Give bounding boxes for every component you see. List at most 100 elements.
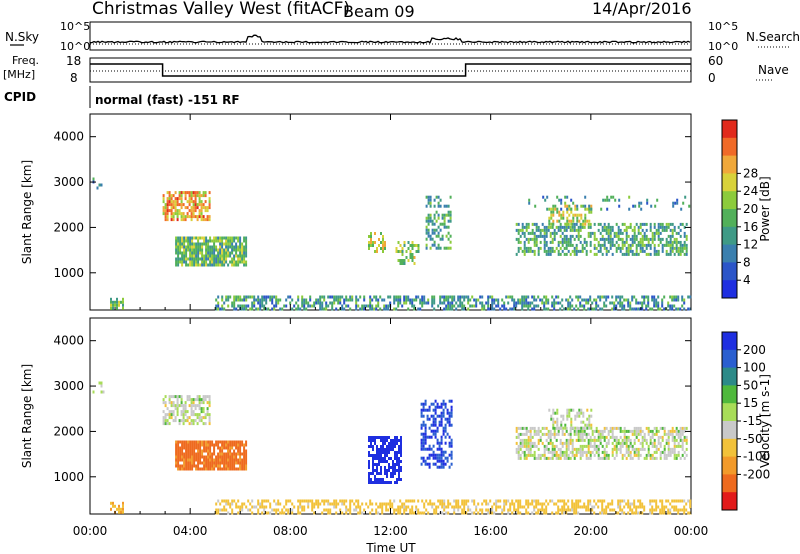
echo-cell [182,419,185,423]
echo-cell [681,304,684,308]
echo-cell [120,507,122,511]
echo-cell [593,435,596,439]
echo-cell [422,423,425,427]
echo-cell [319,304,322,308]
echo-cell [629,502,632,506]
echo-cell [677,441,680,445]
echo-cell [595,438,598,442]
echo-cell [368,454,370,457]
echo-cell [192,212,195,216]
echo-cell [378,436,380,439]
echo-cell [193,464,196,468]
echo-cell [191,458,194,462]
echo-cell [436,438,439,442]
echo-cell [679,228,682,232]
echo-cell [205,260,208,264]
echo-cell [229,239,232,243]
echo-cell [100,381,103,385]
echo-cell [525,438,528,442]
echo-cell [576,213,579,217]
echo-cell [433,511,436,515]
echo-cell [515,237,518,241]
echo-cell [521,304,524,308]
echo-cell [607,295,610,299]
echo-cell [570,207,573,211]
echo-cell [552,219,555,223]
echo-cell [398,478,400,481]
echo-cell [177,245,180,249]
echo-cell [618,204,621,208]
echo-cell [180,215,183,219]
echo-cell [439,502,442,506]
echo-cell [390,472,392,475]
echo-cell [110,501,112,505]
echo-cell [275,301,278,305]
echo-cell [685,252,688,256]
echo-cell [675,432,678,436]
echo-cell [425,246,428,250]
echo-cell [515,429,518,433]
echo-cell [671,222,674,226]
echo-cell [576,411,579,415]
xaxis-label: Time UT [365,541,416,554]
echo-cell [669,228,672,232]
echo-cell [673,237,676,241]
echo-cell [227,499,230,503]
echo-cell [225,446,228,450]
echo-cell [607,429,610,433]
echo-cell [621,246,624,250]
echo-cell [443,505,446,509]
echo-cell [349,307,352,311]
echo-cell [639,240,642,244]
echo-cell [659,231,662,235]
echo-cell [427,228,430,232]
echo-cell [307,499,310,503]
echo-cell [575,304,578,308]
echo-cell [447,298,450,302]
echo-cell [251,304,254,308]
echo-cell [571,499,574,503]
echo-cell [569,237,572,241]
echo-cell [436,414,439,418]
echo-cell [231,236,234,240]
echo-cell [625,234,628,238]
echo-cell [407,247,410,250]
echo-cell [543,240,546,244]
echo-cell [552,204,555,208]
echo-cell [531,249,534,253]
echo-cell [467,301,470,305]
echo-cell [603,225,606,229]
echo-cell [653,499,656,503]
echo-cell [469,304,472,308]
echo-cell [634,204,637,208]
echo-cell [645,426,648,430]
echo-cell [399,511,402,515]
echo-cell [673,505,676,509]
echo-cell [438,465,441,469]
echo-cell [217,236,220,240]
echo-cell [392,448,394,451]
echo-cell [562,414,565,418]
echo-cell [643,447,646,451]
echo-cell [471,295,474,299]
echo-cell [380,436,382,439]
echo-cell [305,307,308,311]
echo-cell [237,446,240,450]
echo-cell [384,481,386,484]
echo-cell [311,508,314,512]
echo-cell [189,458,192,462]
echo-cell [586,423,589,427]
echo-cell [385,304,388,308]
echo-cell [497,505,500,509]
echo-cell [233,301,236,305]
echo-cell [558,219,561,223]
echo-cell [599,435,602,439]
echo-cell [397,304,400,308]
echo-cell [221,455,224,459]
echo-cell [263,499,266,503]
echo-cell [547,252,550,256]
echo-cell [619,435,622,439]
echo-cell [430,447,433,451]
echo-cell [400,478,402,481]
echo-cell [206,209,209,213]
